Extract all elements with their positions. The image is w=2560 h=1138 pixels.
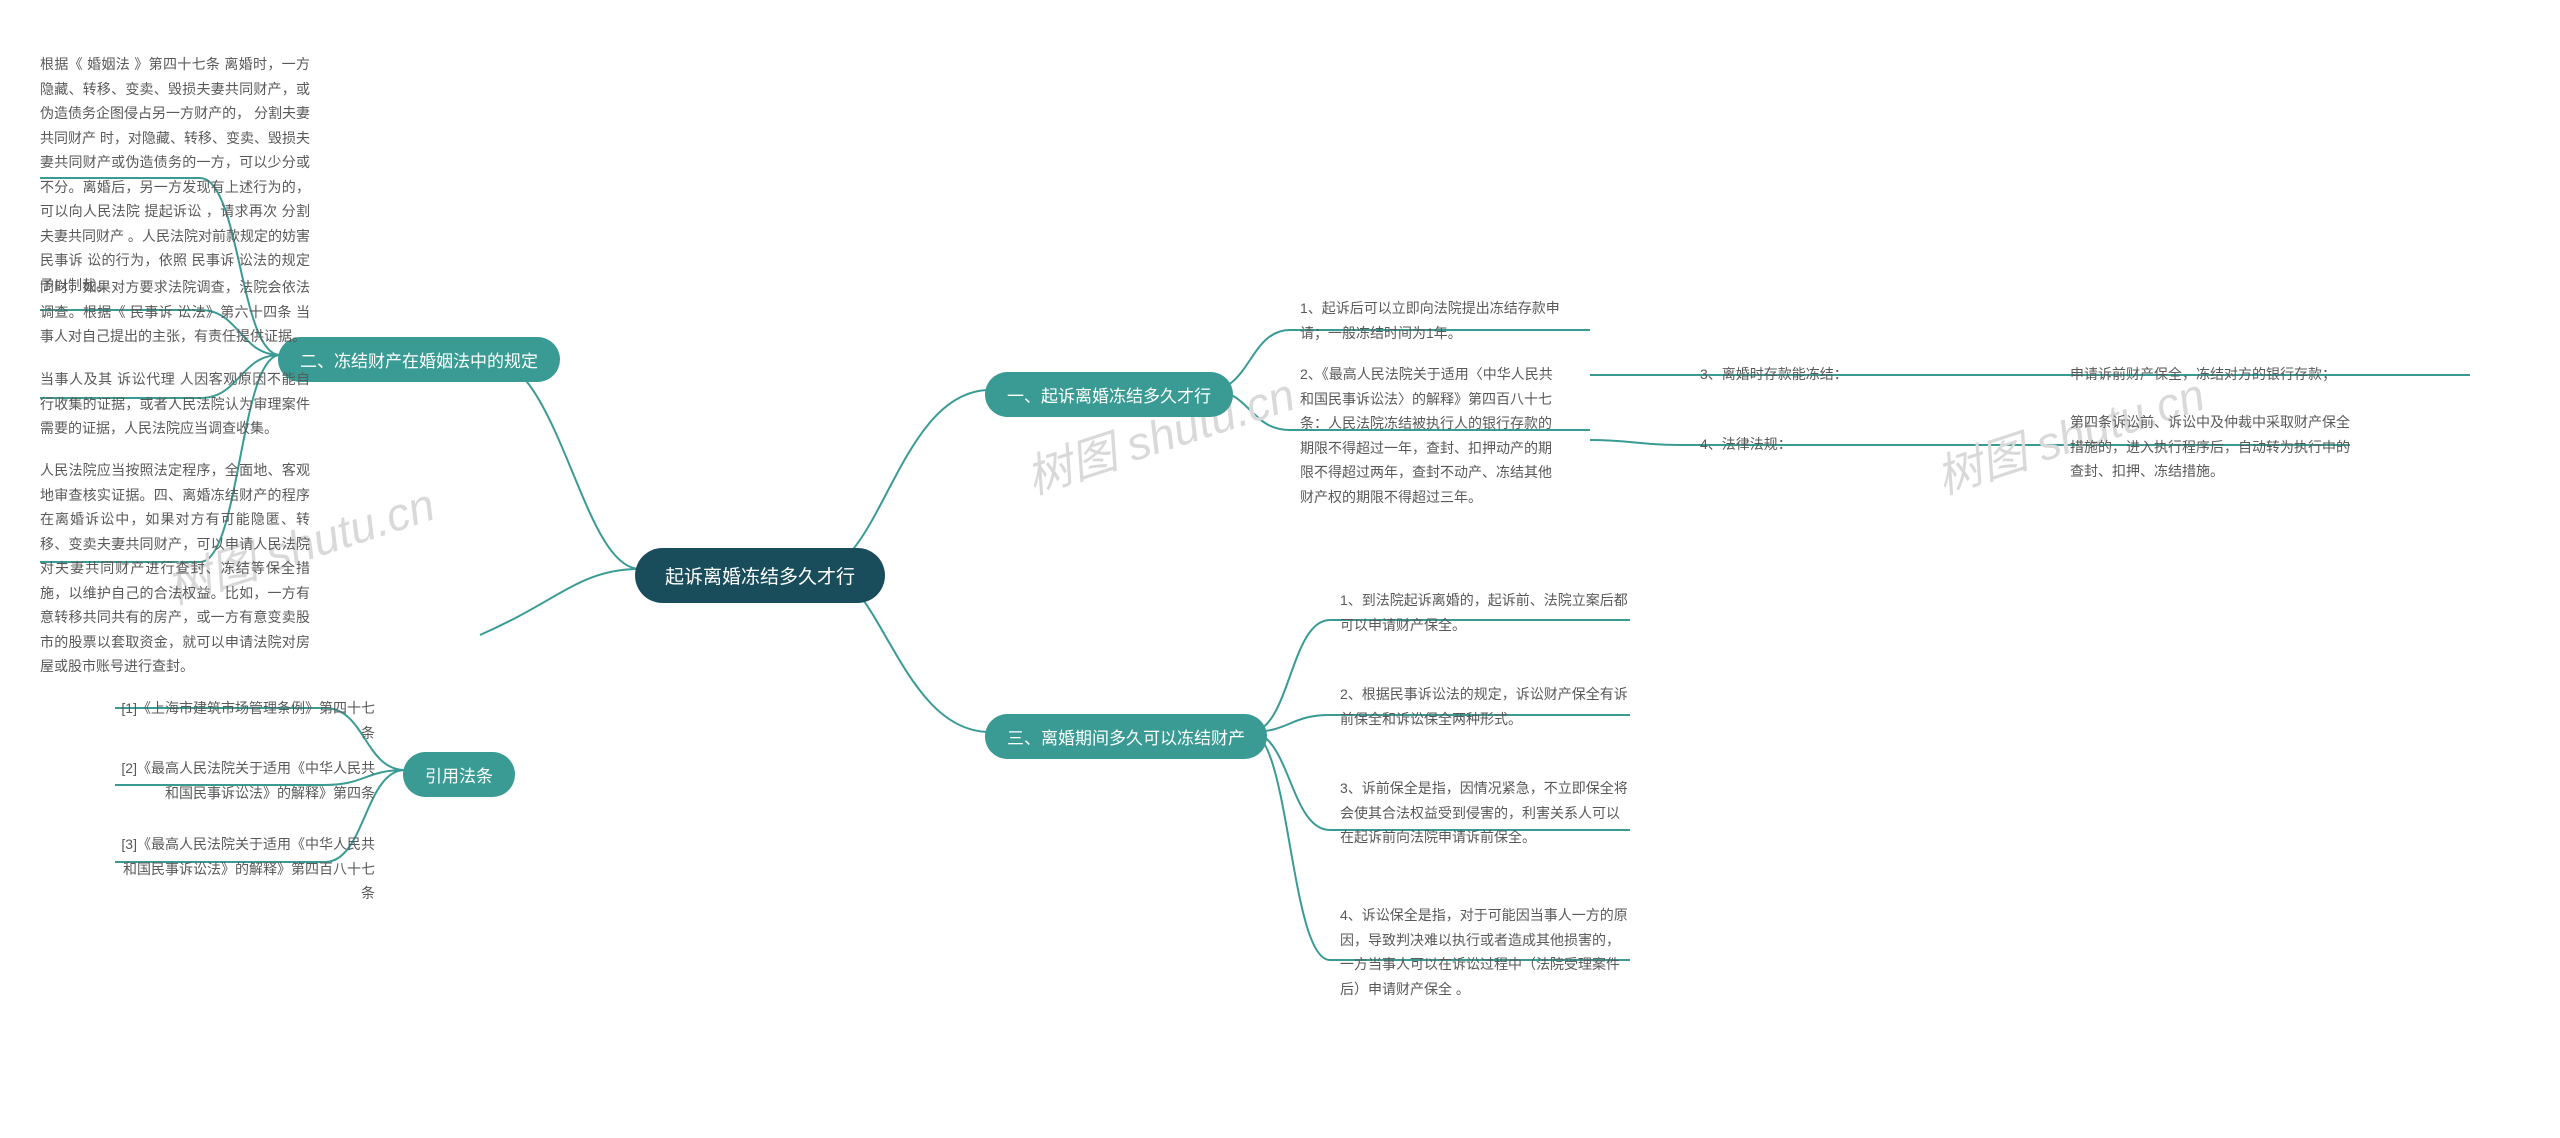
- leaf-b2-0: 根据《 婚姻法 》第四十七条 离婚时，一方隐藏、转移、变卖、毁损夫妻共同财产，或…: [40, 52, 310, 297]
- branch-1-label: 一、起诉离婚冻结多久才行: [985, 372, 1233, 417]
- leaf-b2-2: 当事人及其 诉讼代理 人因客观原因不能自行收集的证据，或者人民法院认为审理案件需…: [40, 367, 310, 441]
- leaf-b3-2: 3、诉前保全是指，因情况紧急，不立即保全将会使其合法权益受到侵害的，利害关系人可…: [1340, 776, 1630, 850]
- root-label: 起诉离婚冻结多久才行: [635, 548, 885, 603]
- leaf-b1-2: 3、离婚时存款能冻结：: [1700, 362, 1848, 387]
- leaf-b4-2: [3]《最高人民法院关于适用《中华人民共和国民事诉讼法》的解释》第四百八十七条: [115, 832, 375, 906]
- branch-1[interactable]: 一、起诉离婚冻结多久才行: [985, 372, 1233, 417]
- branch-4-label: 引用法条: [403, 752, 515, 797]
- leaf-b3-0: 1、到法院起诉离婚的，起诉前、法院立案后都可以申请财产保全。: [1340, 588, 1630, 637]
- branch-2-label: 二、冻结财产在婚姻法中的规定: [278, 337, 560, 382]
- leaf-b3-3: 4、诉讼保全是指，对于可能因当事人一方的原因，导致判决难以执行或者造成其他损害的…: [1340, 903, 1630, 1001]
- leaf-b1-2-label: 3、离婚时存款能冻结：: [1700, 366, 1848, 382]
- leaf-b1-1: 2、《最高人民法院关于适用〈中华人民共和国民事诉讼法〉的解释》第四百八十七条：人…: [1300, 362, 1560, 509]
- leaf-b1-3-sub: 第四条诉讼前、诉讼中及仲裁中采取财产保全措施的，进入执行程序后，自动转为执行中的…: [2070, 410, 2360, 484]
- branch-4[interactable]: 引用法条: [403, 752, 515, 797]
- branch-3-label: 三、离婚期间多久可以冻结财产: [985, 714, 1267, 759]
- leaf-b2-1: 同时，如果对方要求法院调查，法院会依法调查。根据《 民事诉 讼法》第六十四条 当…: [40, 275, 310, 349]
- leaf-b4-1: [2]《最高人民法院关于适用《中华人民共和国民事诉讼法》的解释》第四条: [115, 756, 375, 805]
- leaf-b1-2-sub: 申请诉前财产保全，冻结对方的银行存款；: [2070, 362, 2336, 387]
- branch-2[interactable]: 二、冻结财产在婚姻法中的规定: [278, 337, 560, 382]
- leaf-b1-3: 4、法律法规：: [1700, 432, 1792, 457]
- branch-3[interactable]: 三、离婚期间多久可以冻结财产: [985, 714, 1267, 759]
- leaf-b1-0: 1、起诉后可以立即向法院提出冻结存款申请；一般冻结时间为1年。: [1300, 296, 1560, 345]
- leaf-b1-3-label: 4、法律法规：: [1700, 436, 1792, 452]
- root-node[interactable]: 起诉离婚冻结多久才行: [635, 548, 885, 603]
- leaf-b2-3: 人民法院应当按照法定程序，全面地、客观地审查核实证据。四、离婚冻结财产的程序 在…: [40, 458, 310, 679]
- leaf-b3-1: 2、根据民事诉讼法的规定，诉讼财产保全有诉前保全和诉讼保全两种形式。: [1340, 682, 1630, 731]
- leaf-b4-0: [1]《上海市建筑市场管理条例》第四十七条: [115, 696, 375, 745]
- connector-layer: [0, 0, 2560, 1138]
